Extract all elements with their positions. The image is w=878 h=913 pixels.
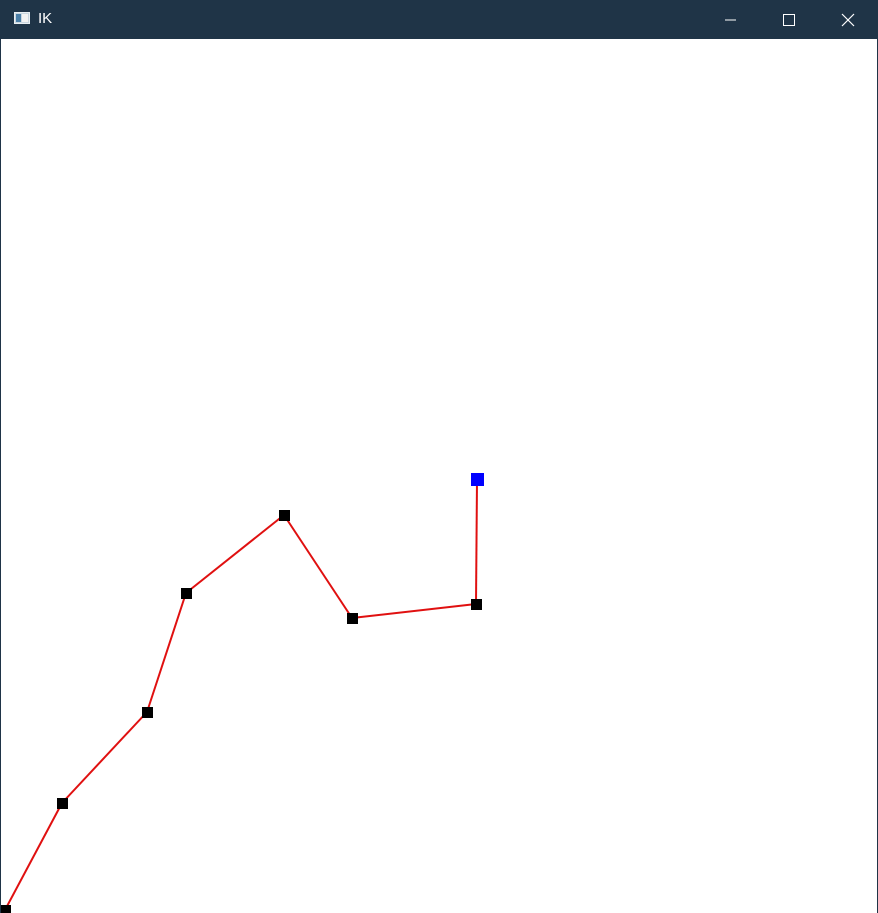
chain-segment <box>4 802 63 911</box>
chain-segment <box>351 603 477 619</box>
close-icon <box>841 13 855 27</box>
title-bar[interactable]: IK <box>1 0 877 39</box>
chain-joint[interactable] <box>279 510 290 521</box>
chain-segment <box>475 479 478 605</box>
chain-segment <box>283 514 353 619</box>
window-title: IK <box>38 10 53 27</box>
chain-segment <box>185 514 285 594</box>
chain-segment <box>146 592 187 713</box>
ik-canvas[interactable] <box>1 39 877 913</box>
maximize-button[interactable] <box>760 0 818 39</box>
ik-drawing <box>1 473 484 913</box>
maximize-icon <box>783 14 795 26</box>
minimize-button[interactable] <box>702 0 760 39</box>
chain-joint[interactable] <box>142 707 153 718</box>
chain-joint[interactable] <box>471 599 482 610</box>
chain-joint[interactable] <box>1 905 11 913</box>
chain-joint[interactable] <box>347 613 358 624</box>
chain-joint[interactable] <box>57 798 68 809</box>
ik-target-handle[interactable] <box>471 473 484 486</box>
close-button[interactable] <box>819 0 877 39</box>
chain-segment <box>61 711 148 804</box>
chain-joint[interactable] <box>181 588 192 599</box>
minimize-icon <box>725 19 736 21</box>
app-window-icon <box>14 12 30 24</box>
